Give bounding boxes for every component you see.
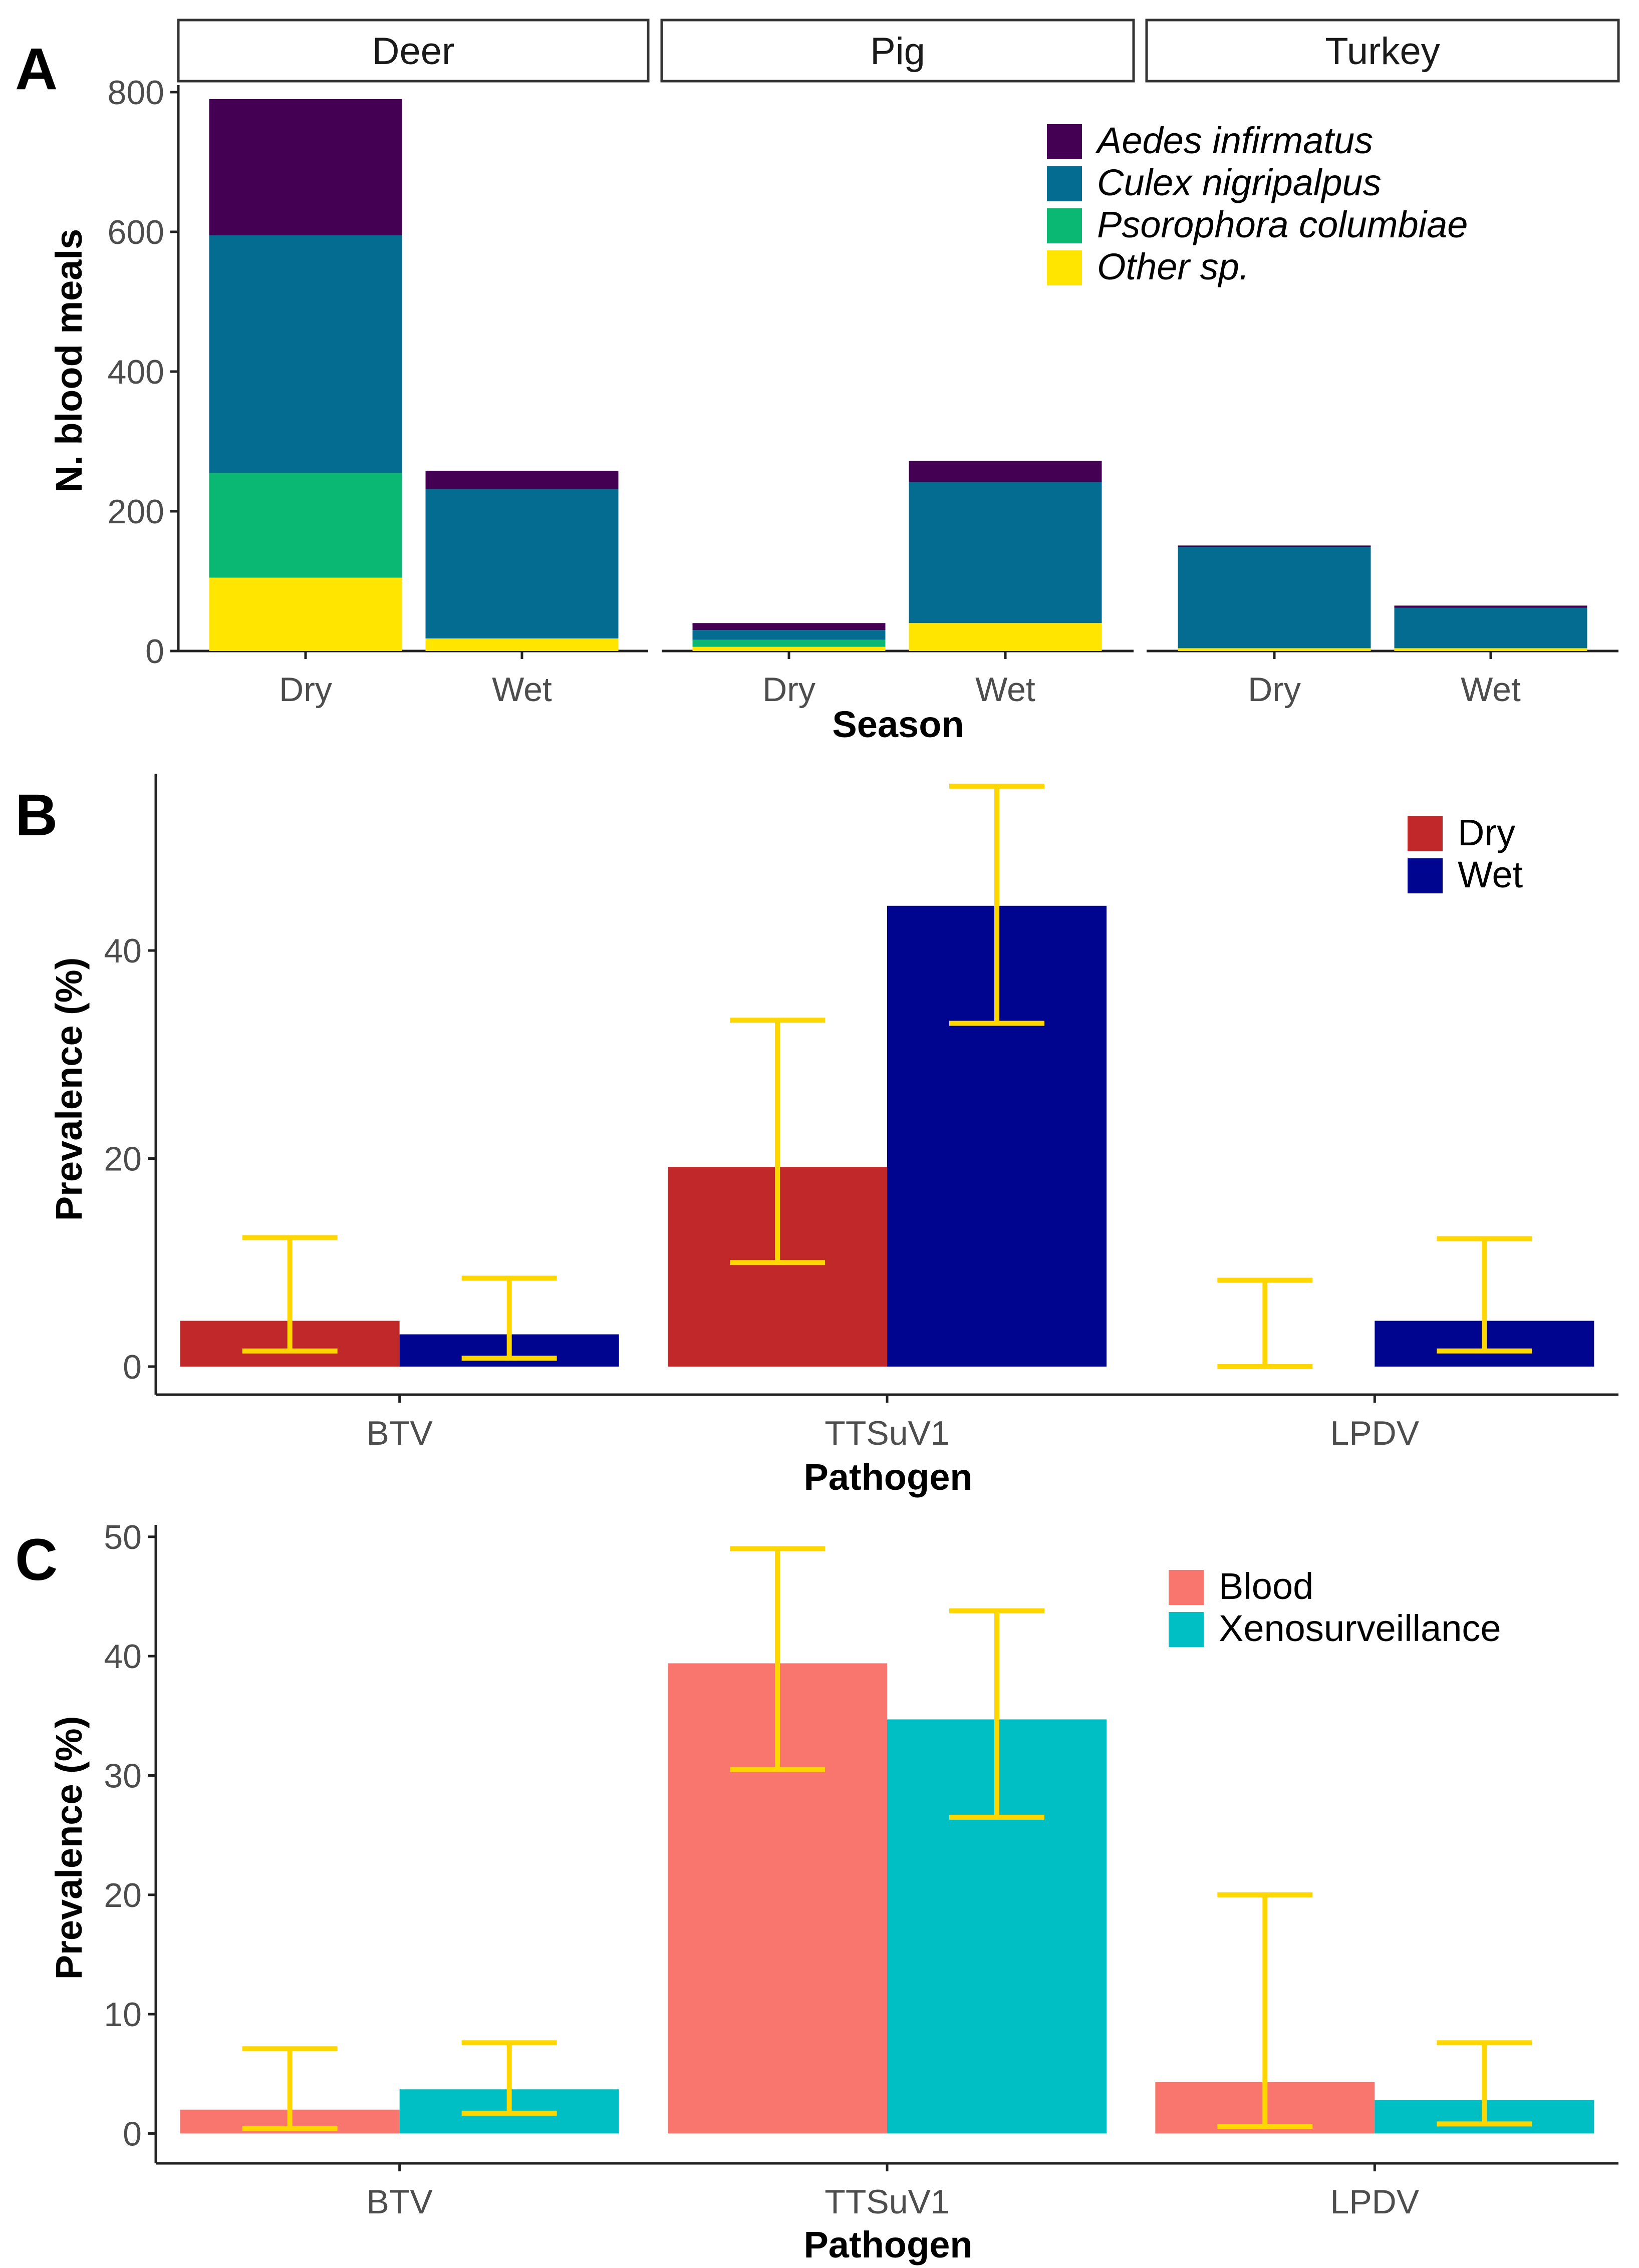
y-tick-label: 10	[104, 1996, 142, 2034]
bar-turkey-dry-other-sp	[1178, 648, 1371, 651]
y-tick-label: 20	[104, 1140, 142, 1178]
legend-label-aedes-infirmatus: Aedes infirmatus	[1095, 120, 1373, 161]
bar-deer-wet-aedes-infirmatus	[425, 471, 619, 489]
bar-pig-wet-culex-nigripalpus	[909, 482, 1102, 623]
legend-key-psorophora-columbiae	[1047, 208, 1082, 243]
legend-label-blood: Blood	[1219, 1565, 1313, 1607]
legend-label-other-sp: Other sp.	[1097, 246, 1249, 287]
facet-label-pig: Pig	[870, 30, 925, 73]
bar-pig-wet-other-sp	[909, 623, 1102, 651]
legend-label-wet: Wet	[1458, 854, 1523, 895]
bar-pig-dry-culex-nigripalpus	[692, 630, 886, 640]
legend-label-psorophora-columbiae: Psorophora columbiae	[1097, 204, 1468, 245]
x-tick-label: Wet	[1461, 671, 1521, 709]
panel-label-a: A	[15, 36, 58, 102]
x-tick-label: Dry	[762, 671, 815, 709]
legend-key-culex-nigripalpus	[1047, 166, 1082, 201]
facet-label-deer: Deer	[372, 30, 455, 73]
panel-b-grouped-bar-chart: 0 20 40 BTV TTSuV1 LPDV Prevalence (%) Pathog…	[48, 774, 1618, 1498]
y-axis-title: Prevalence (%)	[48, 957, 90, 1221]
y-tick-label: 30	[104, 1757, 142, 1795]
x-axis-title: Pathogen	[803, 1456, 972, 1498]
axes: 0 200 400 600 800 Dry Wet Dry Wet Dry Wet	[108, 74, 1618, 709]
y-tick-label: 40	[104, 932, 142, 970]
legend-key-xenosurveillance	[1169, 1612, 1204, 1647]
x-tick-label: Wet	[975, 671, 1035, 709]
y-tick-label: 400	[108, 353, 164, 391]
legend-key-dry	[1408, 816, 1443, 851]
bar-deer-dry-psorophora-columbiae	[209, 473, 402, 578]
bar-deer-dry-other-sp	[209, 577, 402, 651]
error-bars	[242, 783, 1532, 1369]
x-tick-label: Wet	[492, 671, 552, 709]
bar-pig-wet-aedes-infirmatus	[909, 461, 1102, 482]
bars	[180, 905, 1594, 1367]
x-tick-label: Dry	[1248, 671, 1301, 709]
x-tick-label: BTV	[367, 2183, 433, 2221]
bar-deer-wet-culex-nigripalpus	[425, 489, 619, 638]
y-tick-label: 0	[123, 2115, 142, 2153]
bar-deer-dry-aedes-infirmatus	[209, 99, 402, 235]
y-axis-title: Prevalence (%)	[48, 1716, 90, 1980]
x-tick-label: TTSuV1	[825, 2183, 949, 2221]
y-tick-label: 200	[108, 493, 164, 531]
y-tick-label: 40	[104, 1638, 142, 1676]
bar-deer-dry-culex-nigripalpus	[209, 235, 402, 473]
x-axis-title: Season	[832, 704, 964, 745]
legend-key-blood	[1169, 1570, 1204, 1605]
legend-key-wet	[1408, 858, 1443, 893]
y-axis-title: N. blood meals	[48, 229, 90, 492]
x-tick-label: LPDV	[1330, 2183, 1420, 2221]
facet-label-turkey: Turkey	[1325, 30, 1440, 73]
bar-turkey-wet-culex-nigripalpus	[1394, 607, 1587, 649]
legend-label-culex-nigripalpus: Culex nigripalpus	[1097, 162, 1382, 203]
x-axis-title: Pathogen	[803, 2224, 972, 2265]
stacked-bars	[209, 99, 1587, 651]
legend-label-xenosurveillance: Xenosurveillance	[1219, 1607, 1501, 1649]
axes: 0 20 40 BTV TTSuV1 LPDV	[104, 774, 1618, 1452]
x-tick-label: TTSuV1	[825, 1414, 949, 1452]
y-tick-label: 600	[108, 213, 164, 251]
x-tick-label: Dry	[279, 671, 332, 709]
legend-key-aedes-infirmatus	[1047, 124, 1082, 159]
facet-strips: Deer Pig Turkey	[177, 19, 1620, 83]
y-tick-label: 0	[145, 632, 164, 671]
facet-strip-deer	[177, 19, 650, 83]
panel-label-b: B	[15, 782, 58, 848]
panel-label-c: C	[15, 1527, 58, 1593]
bar-deer-wet-other-sp	[425, 638, 619, 651]
facet-strip-turkey	[1145, 19, 1620, 83]
panel-a-stacked-bar-chart: Deer Pig Turkey 0 200 400 600 800 Dry Wet Dry We…	[48, 19, 1620, 745]
y-tick-label: 20	[104, 1876, 142, 1914]
facet-strip-pig	[660, 19, 1135, 83]
bar-pig-dry-other-sp	[692, 646, 886, 651]
bars	[180, 1663, 1594, 2134]
axes: 0 10 20 30 40 50 BTV TTSuV1 LPDV	[104, 1518, 1618, 2221]
bar-pig-dry-aedes-infirmatus	[692, 623, 886, 630]
y-tick-label: 0	[123, 1348, 142, 1386]
legend-key-other-sp	[1047, 250, 1082, 285]
x-tick-label: BTV	[367, 1414, 433, 1452]
bar-turkey-wet-aedes-infirmatus	[1394, 605, 1587, 608]
y-tick-label: 800	[108, 74, 164, 112]
bar-turkey-dry-culex-nigripalpus	[1178, 547, 1371, 649]
legend-label-dry: Dry	[1458, 812, 1515, 853]
bar-pig-dry-psorophora-columbiae	[692, 639, 886, 647]
x-tick-label: LPDV	[1330, 1414, 1420, 1452]
y-tick-label: 50	[104, 1518, 142, 1556]
bar-turkey-wet-other-sp	[1394, 648, 1587, 651]
error-bars	[242, 1546, 1532, 2131]
bar-turkey-dry-aedes-infirmatus	[1178, 545, 1371, 547]
